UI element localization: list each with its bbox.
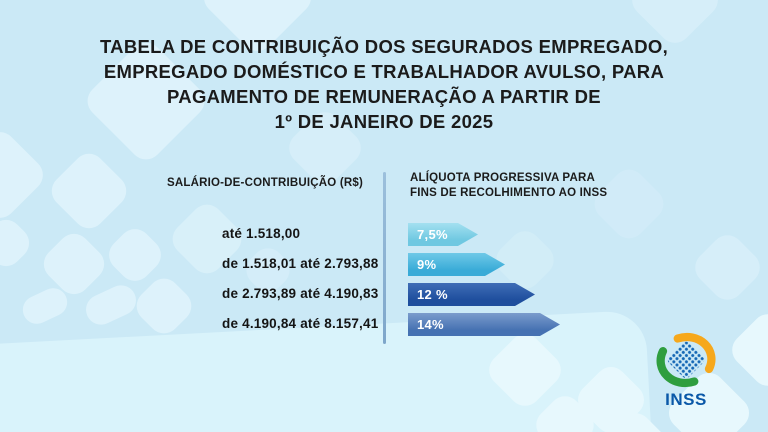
inss-globe-icon [656, 332, 716, 388]
background-tile [0, 125, 50, 225]
rate-column-header: ALÍQUOTA PROGRESSIVA PARA FINS DE RECOLH… [410, 171, 607, 200]
rate-header-line-2: FINS DE RECOLHIMENTO AO INSS [410, 186, 608, 199]
background-tile [688, 228, 767, 307]
salary-range-label: de 4.190,84 até 8.157,41 [222, 316, 379, 331]
rate-header-line-1: ALÍQUOTA PROGRESSIVA PARA [410, 172, 595, 184]
salary-column-header: SALÁRIO-DE-CONTRIBUIÇÃO (R$) [167, 177, 363, 189]
rate-bar: 12 % [408, 283, 535, 306]
background-tile [0, 213, 36, 273]
title-line-3: PAGAMENTO DE REMUNERAÇÃO A PARTIR DE [167, 86, 601, 107]
column-divider [383, 172, 386, 344]
salary-range-label: até 1.518,00 [222, 226, 301, 241]
background-tile [81, 280, 141, 330]
inss-wordmark: INSS [665, 390, 707, 409]
background-tile [45, 147, 133, 235]
background-tile [725, 307, 768, 393]
salary-range-label: de 2.793,89 até 4.190,83 [222, 286, 379, 301]
background-tile [130, 272, 198, 340]
rate-bar: 14% [408, 313, 560, 336]
salary-range-label: de 1.518,01 até 2.793,88 [222, 256, 379, 271]
title-line-4: 1º DE JANEIRO DE 2025 [274, 111, 494, 132]
page-title: TABELA DE CONTRIBUIÇÃO DOS SEGURADOS EMP… [0, 34, 768, 134]
rate-bar: 9% [408, 253, 505, 276]
rate-bar: 7,5% [408, 223, 478, 246]
background-tile [102, 222, 168, 288]
title-line-2: EMPREGADO DOMÉSTICO E TRABALHADOR AVULSO… [103, 61, 665, 82]
title-line-1: TABELA DE CONTRIBUIÇÃO DOS SEGURADOS EMP… [99, 36, 669, 57]
inss-logo: INSS [646, 332, 726, 410]
